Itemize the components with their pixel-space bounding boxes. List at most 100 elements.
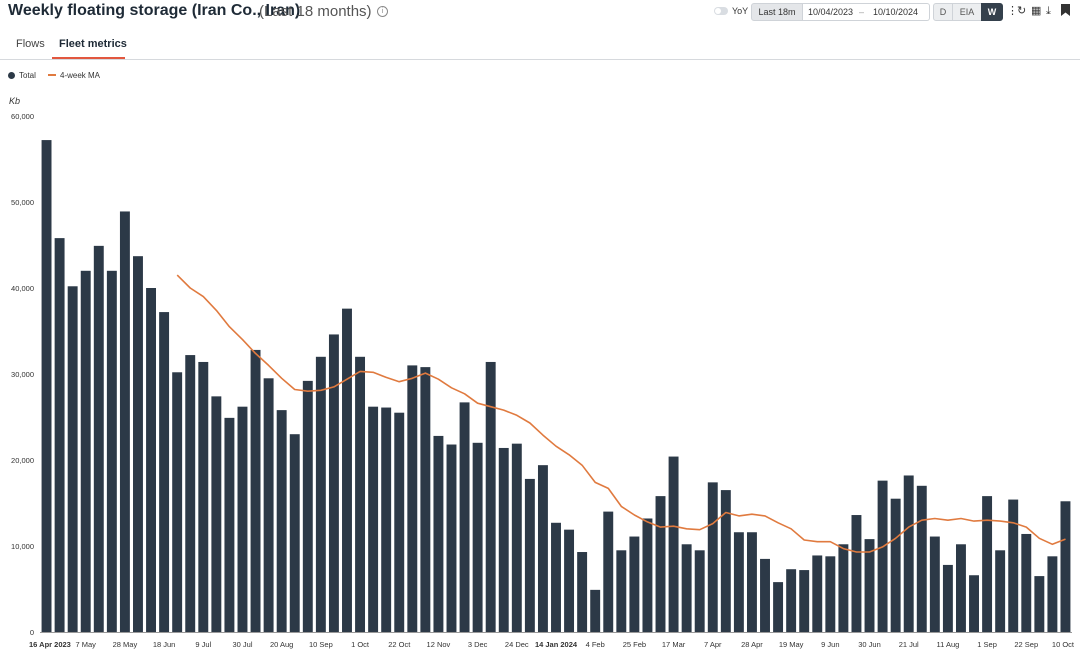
bar[interactable] <box>159 312 170 632</box>
bar[interactable] <box>786 569 797 632</box>
bar[interactable] <box>694 550 705 632</box>
bar[interactable] <box>629 536 640 632</box>
bar[interactable] <box>446 444 457 632</box>
bar[interactable] <box>916 485 927 632</box>
bar[interactable] <box>315 356 326 632</box>
bar[interactable] <box>825 556 836 632</box>
x-tick-label: 28 May <box>113 640 138 649</box>
bar[interactable] <box>133 256 143 632</box>
bar[interactable] <box>733 532 744 632</box>
date-to-field[interactable]: 10/10/2024 <box>873 7 919 17</box>
bar[interactable] <box>929 536 940 632</box>
bar[interactable] <box>328 334 339 632</box>
bar[interactable] <box>263 378 274 632</box>
bar[interactable] <box>433 435 444 632</box>
bar[interactable] <box>511 443 522 632</box>
range-button[interactable]: Last 18m <box>751 3 803 21</box>
tab-flows[interactable]: Flows <box>16 38 45 50</box>
bar[interactable] <box>394 412 405 632</box>
bar[interactable] <box>355 356 366 632</box>
y-tick-label: 40,000 <box>11 284 34 293</box>
bar[interactable] <box>746 532 757 632</box>
bar[interactable] <box>773 582 784 632</box>
bar[interactable] <box>551 522 561 632</box>
bar[interactable] <box>185 355 196 632</box>
bar[interactable] <box>250 349 261 632</box>
bar[interactable] <box>799 570 810 632</box>
bar[interactable] <box>211 396 222 632</box>
bar[interactable] <box>903 475 914 632</box>
bar[interactable] <box>485 361 496 632</box>
bar[interactable] <box>982 496 993 632</box>
bar[interactable] <box>668 456 679 632</box>
bar[interactable] <box>289 434 300 632</box>
bar[interactable] <box>106 270 117 632</box>
bar[interactable] <box>119 211 130 632</box>
bar[interactable] <box>590 589 601 632</box>
bar[interactable] <box>1034 576 1045 632</box>
more-vertical-icon[interactable]: ⋮ <box>1007 5 1018 17</box>
bar[interactable] <box>707 482 718 632</box>
bar[interactable] <box>459 402 470 632</box>
frequency-weekly-button[interactable]: W <box>981 3 1003 21</box>
yoy-label: YoY <box>732 6 749 16</box>
bar[interactable] <box>224 417 235 632</box>
bar[interactable] <box>955 544 966 632</box>
tab-fleet-metrics[interactable]: Fleet metrics <box>59 38 127 50</box>
bar[interactable] <box>146 288 157 632</box>
bar[interactable] <box>172 372 183 632</box>
refresh-icon[interactable]: ↻ <box>1017 5 1027 17</box>
bar[interactable] <box>942 564 953 632</box>
x-tick-label: 11 Aug <box>936 640 959 649</box>
bar[interactable] <box>1047 556 1058 632</box>
bar[interactable] <box>838 544 849 632</box>
bar[interactable] <box>720 490 731 632</box>
bar[interactable] <box>524 478 535 632</box>
bar[interactable] <box>603 511 614 632</box>
bar[interactable] <box>342 308 352 632</box>
legend-item-ma[interactable]: 4-week MA <box>48 70 100 82</box>
bar[interactable] <box>537 465 548 632</box>
bar[interactable] <box>1008 499 1019 632</box>
bar[interactable] <box>655 496 666 632</box>
bar[interactable] <box>577 552 588 632</box>
x-tick-label: 10 Sep <box>309 640 333 649</box>
bar[interactable] <box>890 498 901 632</box>
bar[interactable] <box>276 410 287 632</box>
bar[interactable] <box>760 558 770 632</box>
bar[interactable] <box>67 286 78 632</box>
bar[interactable] <box>93 245 104 633</box>
bar[interactable] <box>381 407 392 632</box>
bar[interactable] <box>864 539 875 632</box>
bar[interactable] <box>472 442 483 632</box>
bar[interactable] <box>41 140 52 632</box>
yoy-toggle[interactable] <box>714 7 728 15</box>
bar[interactable] <box>237 406 248 632</box>
bar[interactable] <box>812 555 823 632</box>
bar[interactable] <box>54 238 65 632</box>
grid-icon[interactable]: ▦ <box>1031 5 1042 17</box>
bar[interactable] <box>1021 533 1032 632</box>
bar[interactable] <box>407 365 418 632</box>
bar[interactable] <box>681 544 692 632</box>
bar[interactable] <box>564 529 575 632</box>
bar[interactable] <box>368 406 379 632</box>
bar[interactable] <box>498 447 509 632</box>
bar[interactable] <box>877 480 888 632</box>
bar[interactable] <box>420 367 431 632</box>
bar[interactable] <box>642 518 653 632</box>
bar[interactable] <box>1060 501 1071 632</box>
bar[interactable] <box>616 550 627 632</box>
info-icon[interactable]: i <box>377 6 388 17</box>
legend-item-total[interactable]: Total <box>8 70 36 82</box>
date-from-field[interactable]: 10/04/2023 <box>808 7 854 17</box>
bar[interactable] <box>995 550 1006 632</box>
date-range-picker[interactable]: 10/04/2023 – 10/10/2024 <box>801 3 930 21</box>
download-icon[interactable]: ⤓ <box>1046 5 1051 17</box>
bar[interactable] <box>969 575 979 632</box>
bar[interactable] <box>80 270 91 632</box>
bar[interactable] <box>198 361 209 632</box>
bar[interactable] <box>302 380 313 632</box>
bookmark-icon[interactable] <box>1061 4 1070 20</box>
bar[interactable] <box>851 515 862 632</box>
